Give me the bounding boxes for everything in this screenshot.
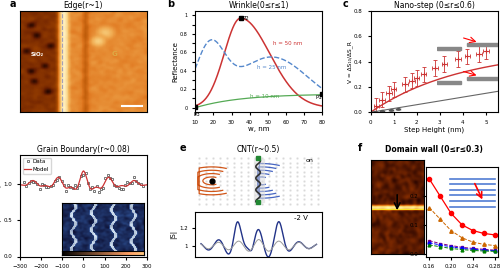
Text: h = 25 nm: h = 25 nm: [257, 65, 286, 70]
Text: on: on: [306, 158, 314, 163]
Text: SiO₂: SiO₂: [30, 52, 43, 58]
Model: [72, 188, 78, 191]
Text: b: b: [168, 0, 174, 9]
Text: P3: P3: [194, 112, 200, 117]
Text: a: a: [10, 0, 16, 9]
Data: [34, 182, 40, 185]
Model: [80, 169, 86, 173]
Data: [131, 176, 137, 179]
Line: Model: Model: [20, 171, 147, 189]
Y-axis label: s (normalized): s (normalized): [0, 185, 2, 227]
Text: P1: P1: [316, 95, 322, 100]
Model: [113, 185, 119, 188]
Title: Domain wall (0≤r≤0.3): Domain wall (0≤r≤0.3): [385, 145, 483, 154]
Title: Wrinkle(0≤r≤1): Wrinkle(0≤r≤1): [228, 1, 289, 10]
Model: [40, 184, 46, 188]
Text: h = 10 nm: h = 10 nm: [250, 94, 279, 99]
X-axis label: Step Height (nm): Step Height (nm): [404, 126, 464, 133]
Model: [92, 186, 98, 189]
Model: [50, 183, 56, 187]
Title: Edge(r~1): Edge(r~1): [64, 1, 103, 10]
Data: [43, 185, 49, 188]
Y-axis label: Reflectance: Reflectance: [172, 41, 178, 82]
Data: [140, 184, 146, 187]
Data: [82, 171, 88, 175]
Text: G: G: [112, 52, 117, 58]
Model: [144, 183, 150, 186]
Title: Nano-step (0≤r≤0.6): Nano-step (0≤r≤0.6): [394, 1, 474, 10]
Text: h = 50 nm: h = 50 nm: [274, 41, 302, 46]
Title: CNT(r~0.5): CNT(r~0.5): [237, 145, 281, 154]
Text: e: e: [180, 143, 186, 153]
Data: [138, 183, 143, 186]
Model: [17, 183, 23, 186]
Legend: Data, Model: Data, Model: [23, 158, 51, 174]
Title: Grain Boundary(r~0.08): Grain Boundary(r~0.08): [37, 145, 130, 154]
Data: [96, 190, 102, 193]
Model: [102, 180, 108, 183]
Text: c: c: [342, 0, 348, 9]
Data: [50, 184, 56, 187]
Model: [74, 185, 80, 188]
Data: [65, 183, 71, 187]
Y-axis label: V = ΔS₁₀/ΔS_R: V = ΔS₁₀/ΔS_R: [347, 40, 352, 83]
Text: P2: P2: [242, 16, 249, 21]
Data: [21, 181, 27, 184]
X-axis label: w, nm: w, nm: [248, 126, 270, 132]
Line: Data: Data: [23, 172, 144, 193]
Text: f: f: [358, 143, 362, 153]
